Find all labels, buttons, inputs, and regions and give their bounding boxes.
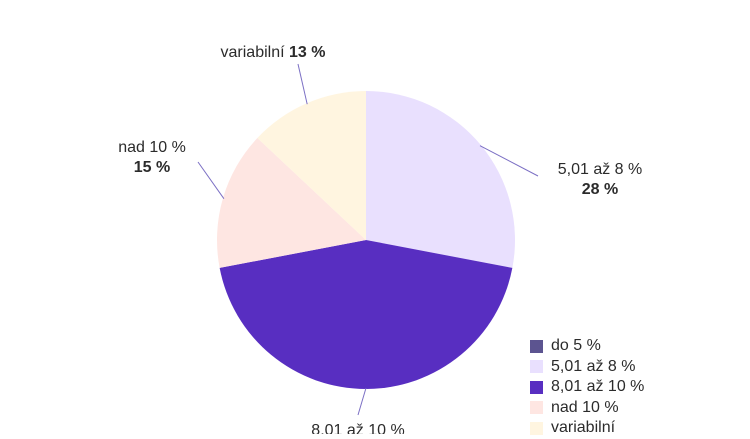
leader-line xyxy=(197,161,225,199)
pie-slice[interactable] xyxy=(257,91,366,240)
legend-item-nad-10[interactable]: nad 10 % xyxy=(530,398,644,419)
legend-item-5-8[interactable]: 5,01 až 8 % xyxy=(530,357,644,378)
leader-lines xyxy=(197,63,539,416)
legend: do 5 % 5,01 až 8 % 8,01 až 10 % nad 10 %… xyxy=(530,336,644,439)
legend-label: variabilní xyxy=(551,419,616,436)
pie-slice[interactable] xyxy=(366,91,515,268)
legend-label: nad 10 % xyxy=(551,398,619,416)
legend-label: 8,01 až 10 % xyxy=(551,378,645,395)
pie-slice[interactable] xyxy=(216,138,366,268)
legend-swatch xyxy=(530,380,543,394)
leader-line xyxy=(479,145,539,177)
legend-label: 5,01 až 8 % xyxy=(551,357,636,375)
slice-label: variabilní 13 % xyxy=(221,44,326,61)
legend-swatch xyxy=(530,421,543,435)
legend-swatch xyxy=(530,401,543,415)
legend-label: do 5 % xyxy=(551,337,601,354)
slice-label: 5,01 až 8 % 28 % xyxy=(558,161,643,198)
legend-item-8-10[interactable]: 8,01 až 10 % xyxy=(530,377,644,398)
legend-swatch xyxy=(530,360,543,374)
slice-label: 8,01 až 10 % xyxy=(311,422,404,434)
pie-slices xyxy=(216,91,515,389)
leader-line xyxy=(297,63,308,105)
slice-label: nad 10 % 15 % xyxy=(118,139,186,176)
legend-swatch xyxy=(530,339,543,353)
pie-slice[interactable] xyxy=(219,240,513,389)
slice-labels: 5,01 až 8 % 28 % 8,01 až 10 % nad 10 % 15 % v… xyxy=(118,44,642,434)
legend-item-variabilni[interactable]: variabilní xyxy=(530,418,644,439)
legend-item-do-5[interactable]: do 5 % xyxy=(530,336,644,357)
leader-line xyxy=(357,387,367,416)
